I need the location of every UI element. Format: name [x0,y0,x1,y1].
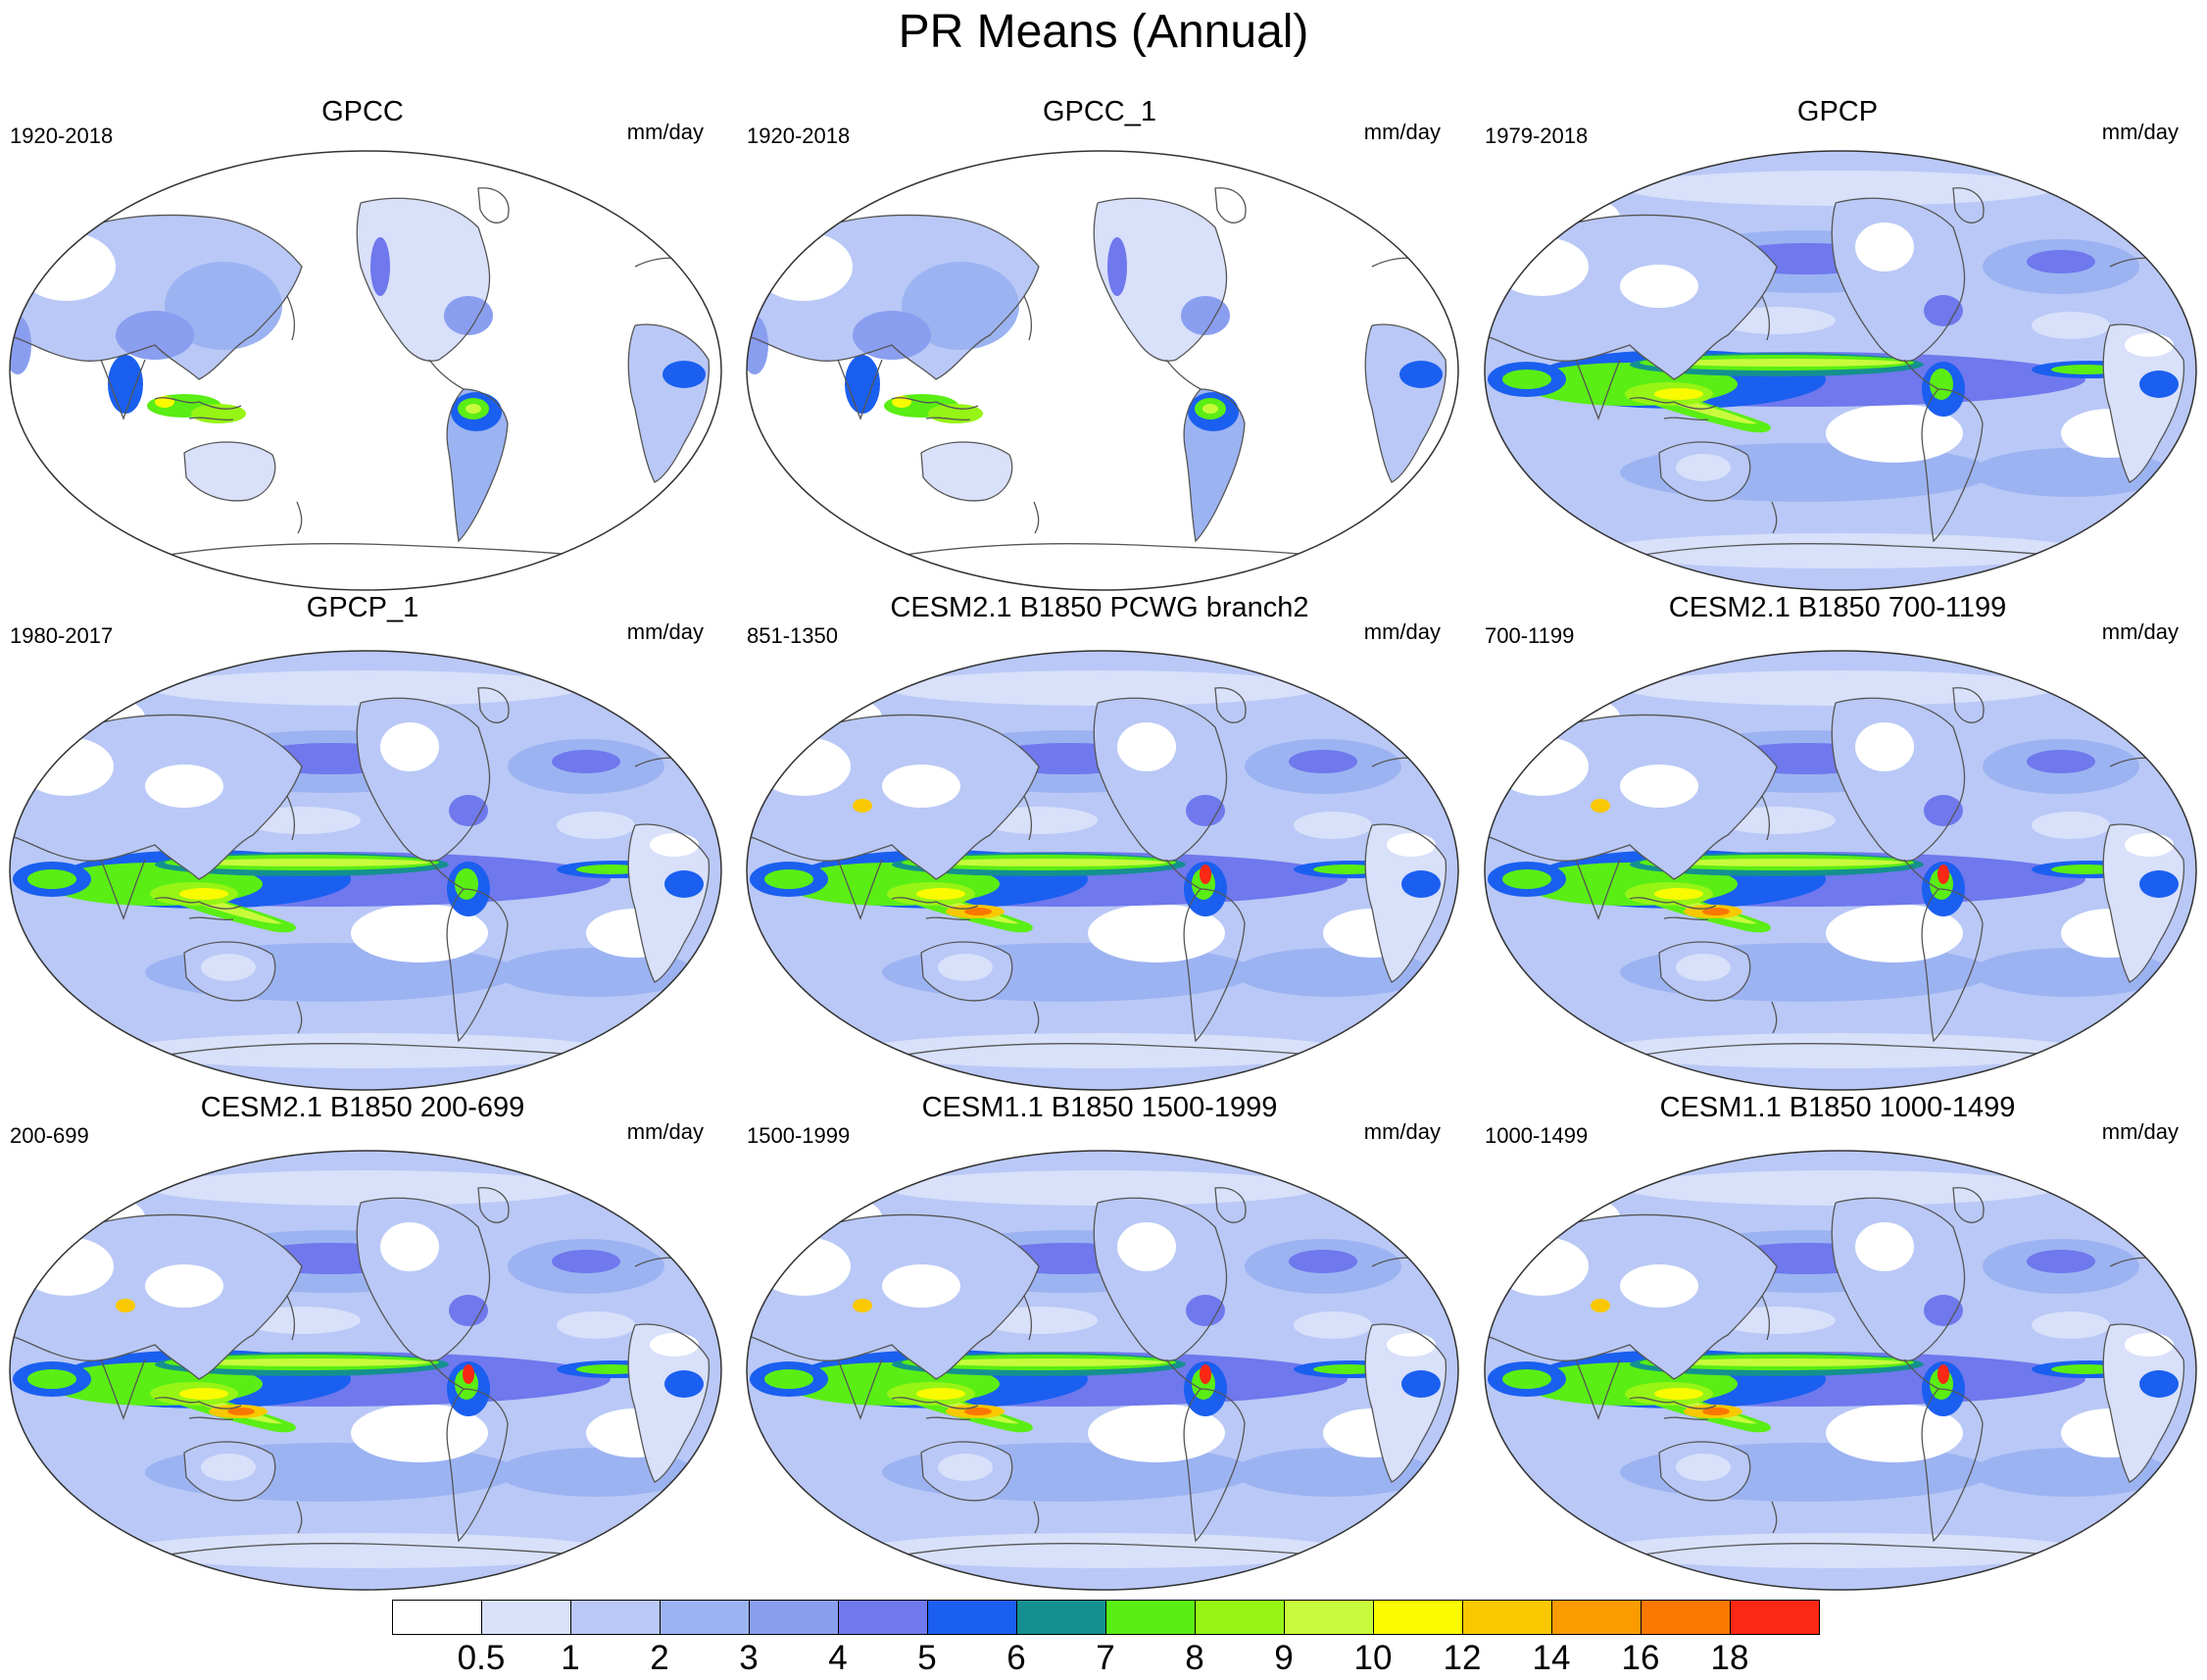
map-panel: GPCP_1 1980-2017 mm/day [0,590,725,1091]
colorbar-tick-label: 4 [828,1639,848,1677]
map-panel: CESM1.1 B1850 1000-1499 1000-1499 mm/day [1475,1090,2200,1591]
colorbar-tick-label: 18 [1710,1639,1749,1677]
map-panel: CESM2.1 B1850 700-1199 700-1199 mm/day [1475,590,2200,1091]
map-panel: GPCC_1 1920-2018 mm/day [737,90,1462,591]
colorbar [392,1600,1820,1635]
panel-years: 200-699 [10,1123,89,1148]
panel-units: mm/day [1363,1119,1441,1144]
panel-units: mm/day [1363,120,1441,144]
colorbar-swatch [570,1600,661,1635]
panel-units: mm/day [2101,1119,2179,1144]
colorbar-swatch [1016,1600,1106,1635]
panel-years: 1979-2018 [1485,124,1589,148]
precip-map [9,150,722,591]
panel-years: 700-1199 [1485,623,1575,648]
colorbar-tick-label: 6 [1006,1639,1026,1677]
colorbar-tick-label: 10 [1353,1639,1393,1677]
colorbar-tick-label: 8 [1185,1639,1204,1677]
colorbar-tick-label: 9 [1274,1639,1294,1677]
panel-title: CESM2.1 B1850 200-699 [200,1092,525,1123]
panel-units: mm/day [626,120,704,144]
panel-years: 1000-1499 [1485,1123,1589,1148]
colorbar-tick-label: 16 [1621,1639,1660,1677]
colorbar-swatch [927,1600,1017,1635]
panel-title: CESM1.1 B1850 1000-1499 [1659,1092,2016,1123]
panel-units: mm/day [2101,619,2179,644]
precip-map [746,1150,1459,1591]
panel-years: 851-1350 [747,623,838,648]
map-panel: CESM2.1 B1850 200-699 200-699 mm/day [0,1090,725,1591]
colorbar-tick-label: 5 [917,1639,937,1677]
map-panel: GPCP 1979-2018 mm/day [1475,90,2200,591]
panel-units: mm/day [2101,120,2179,144]
figure-title: PR Means (Annual) [898,6,1309,58]
panel-years: 1920-2018 [747,124,851,148]
colorbar-tick-label: 12 [1443,1639,1482,1677]
panel-title: CESM2.1 B1850 PCWG branch2 [890,592,1309,623]
colorbar-swatch [392,1600,482,1635]
colorbar-tick-label: 7 [1096,1639,1115,1677]
colorbar-swatch [1373,1600,1463,1635]
colorbar-tick-label: 2 [650,1639,669,1677]
precip-map [9,650,722,1091]
colorbar-tick-label: 14 [1532,1639,1571,1677]
precip-map [9,1150,722,1591]
panel-title: GPCC [321,96,404,127]
colorbar-tick-label: 0.5 [457,1639,506,1677]
panel-units: mm/day [626,1119,704,1144]
panel-units: mm/day [626,619,704,644]
colorbar-swatch [481,1600,571,1635]
colorbar-swatch [749,1600,839,1635]
panel-title: CESM2.1 B1850 700-1199 [1668,592,2007,623]
panel-years: 1920-2018 [10,124,114,148]
panel-units: mm/day [1363,619,1441,644]
colorbar-swatch [1284,1600,1374,1635]
map-panel: CESM2.1 B1850 PCWG branch2 851-1350 mm/day [737,590,1462,1091]
colorbar-swatch [1551,1600,1642,1635]
colorbar-swatch [1105,1600,1196,1635]
precip-map [1484,1150,2197,1591]
colorbar-tick-label: 1 [561,1639,580,1677]
colorbar-swatch [1462,1600,1552,1635]
panel-title: CESM1.1 B1850 1500-1999 [921,1092,1278,1123]
map-panel: CESM1.1 B1850 1500-1999 1500-1999 mm/day [737,1090,1462,1591]
colorbar-swatch [1641,1600,1731,1635]
panel-title: GPCP [1796,96,1879,127]
panel-title: GPCC_1 [1042,96,1157,127]
panel-years: 1500-1999 [747,1123,851,1148]
map-panel: GPCC 1920-2018 mm/day [0,90,725,591]
panel-title: GPCP_1 [306,592,419,623]
panel-years: 1980-2017 [10,623,114,648]
colorbar-swatch [838,1600,928,1635]
colorbar-swatch [1195,1600,1285,1635]
precip-map [1484,650,2197,1091]
precip-map [1484,150,2197,591]
colorbar-swatch [660,1600,750,1635]
colorbar-swatch [1730,1600,1820,1635]
precip-map [746,650,1459,1091]
precip-map [746,150,1459,591]
colorbar-tick-label: 3 [739,1639,759,1677]
